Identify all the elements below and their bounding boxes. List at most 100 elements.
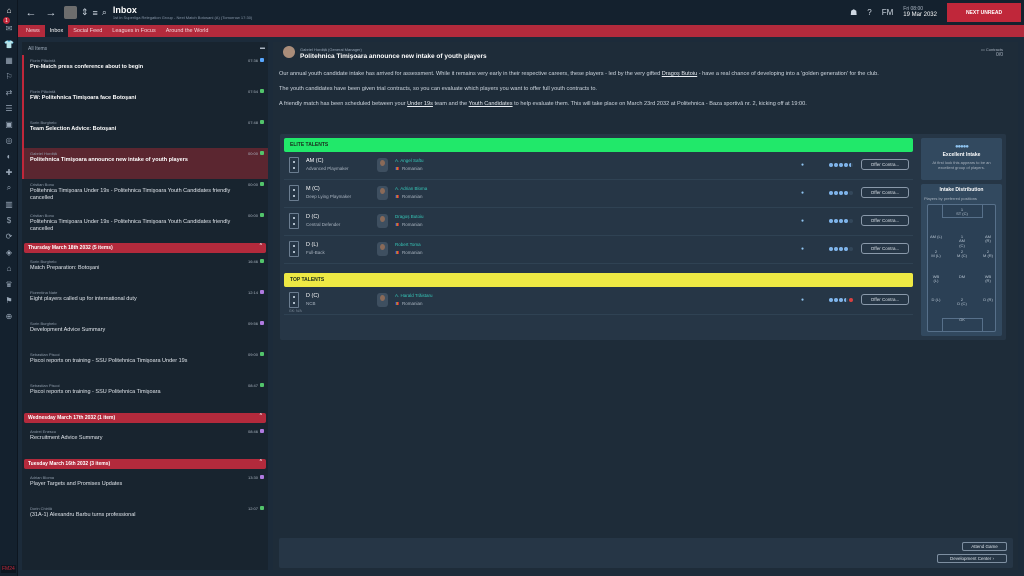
talent-row[interactable]: M (C) Deep Lying Playmaker A. Adrian Bloma…	[284, 180, 913, 208]
game-date-value: 19 Mar 2032	[903, 12, 937, 18]
talent-row[interactable]: D (C) NCB A. Harald Trăistaru Romanian ● Offe…	[284, 287, 913, 315]
player-name[interactable]: Dragoș Butoiu	[395, 214, 424, 219]
message-time: 16:46	[247, 259, 258, 264]
message-sender[interactable]: Gabriel Hordiță (General Manager)	[300, 47, 362, 52]
day-header[interactable]: Wednesday March 17th 2032 (1 item) ⌃	[24, 413, 266, 423]
tab-social-feed[interactable]: Social Feed	[73, 28, 103, 34]
finances-icon[interactable]: $	[6, 215, 12, 225]
inbox-message[interactable]: Sebastian Piscoi Piscoi reports on traini…	[22, 349, 268, 380]
squad-icon[interactable]: 👕	[4, 39, 14, 49]
scouting-icon[interactable]: ⌕	[6, 183, 12, 192]
fm-menu-button[interactable]: FM	[881, 8, 894, 17]
inbox-message[interactable]: Gabriel Hordiță Politehnica Timişoara ann…	[22, 148, 268, 179]
data-hub-icon[interactable]: ▥	[5, 199, 13, 209]
home-icon[interactable]: ⌂	[6, 5, 12, 15]
talent-row[interactable]: AM (C) Advanced Playmaker A. Angel Saftu Ro…	[284, 152, 913, 180]
message-time: 09:00	[247, 352, 258, 357]
tab-news[interactable]: News	[26, 28, 40, 34]
player-name[interactable]: A. Harald Trăistaru	[395, 293, 433, 298]
player-name[interactable]: Robert Toma	[395, 242, 421, 247]
inbox-icon[interactable]: ✉	[5, 23, 13, 33]
position-pitch-icon	[289, 213, 299, 229]
club-vision-icon[interactable]: ⟳	[5, 231, 13, 241]
team-link[interactable]: Youth Candidates	[468, 100, 513, 107]
club-crest[interactable]	[64, 6, 77, 19]
competitions-icon[interactable]: ♛	[5, 279, 13, 289]
tab-around-the-world[interactable]: Around the World	[165, 28, 209, 34]
player-position: AM (C)	[306, 158, 324, 164]
player-role: Advanced Playmaker	[306, 166, 349, 171]
player-face-icon[interactable]	[377, 186, 388, 200]
medical-icon[interactable]: ✚	[5, 167, 13, 177]
pitch-zone: WB (L)	[930, 274, 942, 284]
player-position: M (C)	[306, 186, 320, 192]
training-icon[interactable]: ⚐	[5, 71, 13, 81]
staff-icon[interactable]: ☰	[5, 103, 13, 113]
search-icon[interactable]: ⌕	[101, 7, 107, 17]
development-center-button[interactable]: Development Center ›	[937, 554, 1007, 563]
sender-avatar[interactable]	[283, 46, 295, 58]
inbox-message[interactable]: Cristian Bonu Politehnica Timişoara Under…	[22, 179, 268, 210]
inbox-message[interactable]: Adrian Bloma Player Targets and Promises …	[22, 472, 268, 503]
zone-label: D (C)	[957, 301, 967, 307]
club-info-icon[interactable]: ◈	[5, 247, 13, 257]
nation-icon[interactable]: ⚑	[5, 295, 13, 305]
message-time: 09:56	[247, 321, 258, 326]
zone-count: 2	[960, 249, 964, 254]
next-unread-button[interactable]: NEXT UNREAD	[947, 3, 1021, 22]
day-header[interactable]: Thursday March 18th 2032 (5 items) ⌃	[24, 243, 266, 253]
forward-arrow-icon[interactable]: →	[45, 6, 57, 19]
player-name[interactable]: A. Angel Saftu	[395, 158, 424, 163]
inbox-message[interactable]: Sorin Burghelo Development Advice Summary…	[22, 318, 268, 349]
tab-inbox[interactable]: Inbox	[44, 25, 69, 37]
offer-contract-button[interactable]: Offer Contra...	[861, 294, 909, 305]
analysis-icon[interactable]: ◐	[6, 151, 12, 161]
player-face-icon[interactable]	[377, 214, 388, 228]
talent-row[interactable]: D (C) Central Defender Dragoș Butoiu Romani…	[284, 208, 913, 236]
inbox-message[interactable]: Sorin Burghelo Team Selection Advice: Bot…	[22, 117, 268, 148]
zone-label: WB (R)	[984, 274, 992, 284]
offer-contract-button[interactable]: Offer Contra...	[861, 159, 909, 170]
team-link[interactable]: Under 19s	[407, 100, 433, 107]
day-header[interactable]: Tuesday March 16th 2032 (3 items) ⌃	[24, 459, 266, 469]
tactics-icon[interactable]: ▦	[5, 55, 13, 65]
back-arrow-icon[interactable]: ←	[25, 6, 37, 19]
offer-contract-button[interactable]: Offer Contra...	[861, 243, 909, 254]
inbox-message[interactable]: Florentina Nate Eight players called up f…	[22, 287, 268, 318]
talent-row[interactable]: D (L) Full-Back Robert Toma Romanian ● Offer …	[284, 236, 913, 264]
development-icon[interactable]: ⌂	[6, 263, 12, 273]
player-face-icon[interactable]	[377, 293, 388, 307]
message-tag-icon	[260, 352, 264, 356]
game-settings-icon[interactable]: ☗	[850, 8, 858, 17]
menu-icon[interactable]: ≡	[92, 7, 98, 18]
filter-icon[interactable]: ▬	[260, 45, 265, 51]
star-icon	[829, 163, 833, 167]
world-icon[interactable]: ⊕	[5, 311, 13, 321]
schedule-icon[interactable]: ▣	[5, 119, 13, 129]
tab-leagues-in-focus[interactable]: Leagues in Focus	[112, 28, 156, 34]
inbox-message[interactable]: Andrei Enescu Recruitment Advice Summary 0…	[22, 426, 268, 457]
transfers-icon[interactable]: ⇄	[5, 87, 13, 97]
inbox-message[interactable]: Cristian Bonu Politehnica Timişoara Under…	[22, 210, 268, 241]
inbox-message[interactable]: Florin Plăcintă Pre-Match press conferenc…	[22, 55, 268, 86]
dynamics-icon[interactable]: ◎	[5, 135, 13, 145]
inbox-message[interactable]: Dorin Chirilă (31A-1) Alexandru Barbu tur…	[22, 503, 268, 534]
player-face-icon[interactable]	[377, 242, 388, 256]
inbox-message[interactable]: Sebastian Piscoi Piscoi reports on traini…	[22, 380, 268, 411]
player-link[interactable]: Dragoș Butoiu	[661, 71, 698, 77]
message-time: 12:07	[247, 506, 258, 511]
message-tag-icon	[260, 290, 264, 294]
attend-game-button[interactable]: Attend Game	[962, 542, 1007, 551]
offer-contract-button[interactable]: Offer Contra...	[861, 187, 909, 198]
chevron-updown-icon[interactable]: ⇕	[81, 7, 89, 17]
message-subject: Politehnica Timişoara Under 19s - Polite…	[30, 219, 231, 233]
inbox-message[interactable]: Florin Plăcintă FW: Politehnica Timişoara…	[22, 86, 268, 117]
offer-contract-button[interactable]: Offer Contra...	[861, 215, 909, 226]
intake-rating-box: ●●●●● Excellent Intake At first look thi…	[921, 138, 1002, 180]
player-face-icon[interactable]	[377, 158, 388, 172]
zone-label: M (L)	[931, 253, 941, 259]
player-name[interactable]: A. Adrian Bloma	[395, 186, 428, 191]
inbox-message[interactable]: Sorin Burghelo Match Preparation: Botoşan…	[22, 256, 268, 287]
zone-label: DM	[958, 274, 966, 279]
help-icon[interactable]: ?	[867, 8, 872, 17]
